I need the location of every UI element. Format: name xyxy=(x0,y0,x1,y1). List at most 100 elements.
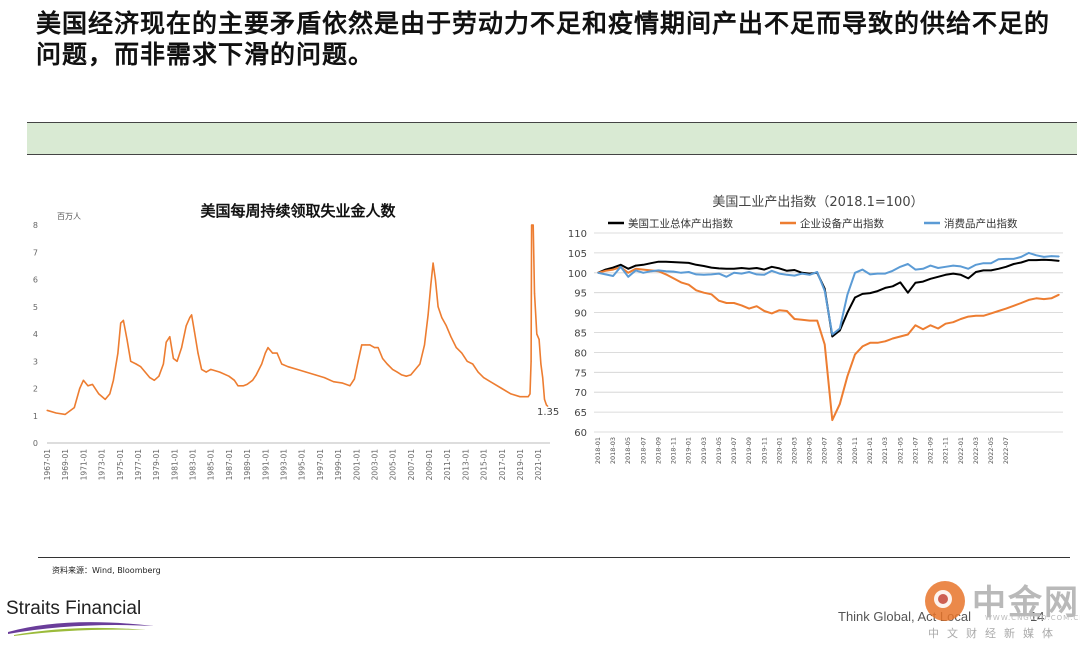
chart2-data-point xyxy=(861,293,864,295)
chart1-data-point xyxy=(169,336,171,338)
chart2-data-point xyxy=(642,268,645,271)
chart2-data-point xyxy=(1012,263,1015,265)
chart1-data-point xyxy=(501,387,503,390)
chart2-data-point xyxy=(740,267,743,269)
chart1-data-point xyxy=(126,338,128,341)
chart2-data-point xyxy=(650,270,652,272)
chart2-data-point xyxy=(846,293,849,296)
chart1-xtick-label: 1975-01 xyxy=(116,449,125,481)
chart2-data-point xyxy=(725,302,728,304)
chart2-data-point xyxy=(718,272,720,275)
chart1-data-point xyxy=(191,314,193,316)
chart1-data-point xyxy=(396,371,398,373)
chart1-data-point xyxy=(483,377,485,379)
chart2-xtick-label: 2018-05 xyxy=(624,437,632,464)
chart2-data-point xyxy=(657,260,660,263)
chart1-ytick-label: 8 xyxy=(33,221,38,230)
chart1-data-point xyxy=(267,347,269,349)
chart2-xtick-label: 2019-09 xyxy=(745,437,753,464)
chart1-data-point xyxy=(228,375,230,377)
chart1-data-point xyxy=(87,385,89,387)
chart1-data-point xyxy=(135,363,137,365)
chart2-data-point xyxy=(635,269,637,272)
chart2-data-point xyxy=(627,268,629,270)
chart1-data-point xyxy=(545,404,547,406)
chart2-data-point xyxy=(831,335,833,338)
chart2-data-point xyxy=(627,272,629,274)
chart2-xtick-label: 2018-09 xyxy=(654,437,662,464)
chart2-data-point xyxy=(1012,305,1015,307)
chart1-data-point xyxy=(510,393,512,395)
chart2-data-point xyxy=(975,315,977,317)
chart2-data-point xyxy=(687,284,690,286)
chart1-data-point xyxy=(219,371,221,373)
chart2-xtick-label: 2019-01 xyxy=(685,437,693,464)
chart1-data-point xyxy=(158,375,160,377)
chart2-data-point xyxy=(604,270,607,272)
chart2-xtick-label: 2019-11 xyxy=(760,437,768,464)
watermark-name: 中金网 xyxy=(972,583,1080,623)
chart1-data-point xyxy=(369,344,371,346)
chart2-data-point xyxy=(627,276,629,278)
chart1-data-point xyxy=(540,363,542,365)
chart1-data-point xyxy=(527,396,529,398)
chart1-data-point xyxy=(547,405,549,407)
chart1-series-line xyxy=(46,224,549,416)
chart1-data-point xyxy=(492,382,494,384)
chart1-xtick-label: 1999-01 xyxy=(334,449,343,481)
chart2-xtick-label: 2020-01 xyxy=(775,437,783,464)
chart2-data-point xyxy=(1058,293,1060,296)
chart2-data-point xyxy=(937,267,939,269)
chart1-data-point xyxy=(112,379,114,381)
chart1-data-point xyxy=(430,284,432,286)
chart1-data-point xyxy=(441,317,443,319)
chart2-data-point xyxy=(997,268,1000,270)
chart1-xtick-label: 2019-01 xyxy=(516,449,525,481)
chart2-data-point xyxy=(854,296,856,299)
chart2-data-point xyxy=(960,265,962,268)
chart2-data-point xyxy=(892,337,894,340)
chart2-data-point xyxy=(635,264,637,267)
chart2-data-point xyxy=(869,342,871,344)
chart2-data-point xyxy=(665,270,667,272)
chart2-data-point xyxy=(876,342,879,344)
chart1-xtick-label: 1967-01 xyxy=(43,449,52,481)
chart2-data-point xyxy=(771,270,773,272)
chart2-data-point xyxy=(839,329,841,332)
chart2-data-point xyxy=(952,321,954,323)
chart1-xtick-label: 1987-01 xyxy=(225,449,234,481)
chart1-data-point xyxy=(264,352,266,354)
chart1-data-point xyxy=(377,347,379,349)
chart2-data-point xyxy=(1020,256,1022,258)
chart2-data-point xyxy=(687,271,690,273)
chart2-data-point xyxy=(695,264,697,266)
chart1-data-point xyxy=(130,360,132,362)
chart2-data-point xyxy=(1035,259,1038,261)
chart1-data-point xyxy=(255,374,257,376)
chart1-data-point xyxy=(210,368,212,371)
chart1-data-point xyxy=(233,379,235,381)
chart1-ytick-label: 0 xyxy=(33,439,38,448)
chart2-title: 美国工业产出指数（2018.1=100） xyxy=(712,195,923,210)
chart2-xtick-label: 2018-03 xyxy=(609,437,617,464)
chart2-ytick-label: 70 xyxy=(574,388,587,399)
chart1-data-point xyxy=(79,387,81,390)
chart2-data-point xyxy=(642,264,645,266)
chart2-xtick-label: 2021-03 xyxy=(881,437,889,464)
chart2-data-point xyxy=(1043,258,1045,261)
chart1-ytick-label: 4 xyxy=(33,330,38,339)
chart2-data-point xyxy=(763,274,765,276)
chart2-data-point xyxy=(672,270,675,273)
chart2-data-point xyxy=(1020,302,1022,304)
chart2-data-point xyxy=(801,272,803,275)
chart1-xtick-label: 1995-01 xyxy=(298,449,307,481)
chart1-data-point xyxy=(410,374,412,376)
chart2-data-point xyxy=(899,281,901,284)
chart2-data-point xyxy=(967,277,970,280)
chart2-data-point xyxy=(740,304,743,307)
chart1-data-point xyxy=(373,347,376,349)
chart1-xtick-label: 1993-01 xyxy=(279,449,288,481)
chart1-xtick-label: 1977-01 xyxy=(134,449,143,481)
chart1-data-point xyxy=(414,368,416,371)
